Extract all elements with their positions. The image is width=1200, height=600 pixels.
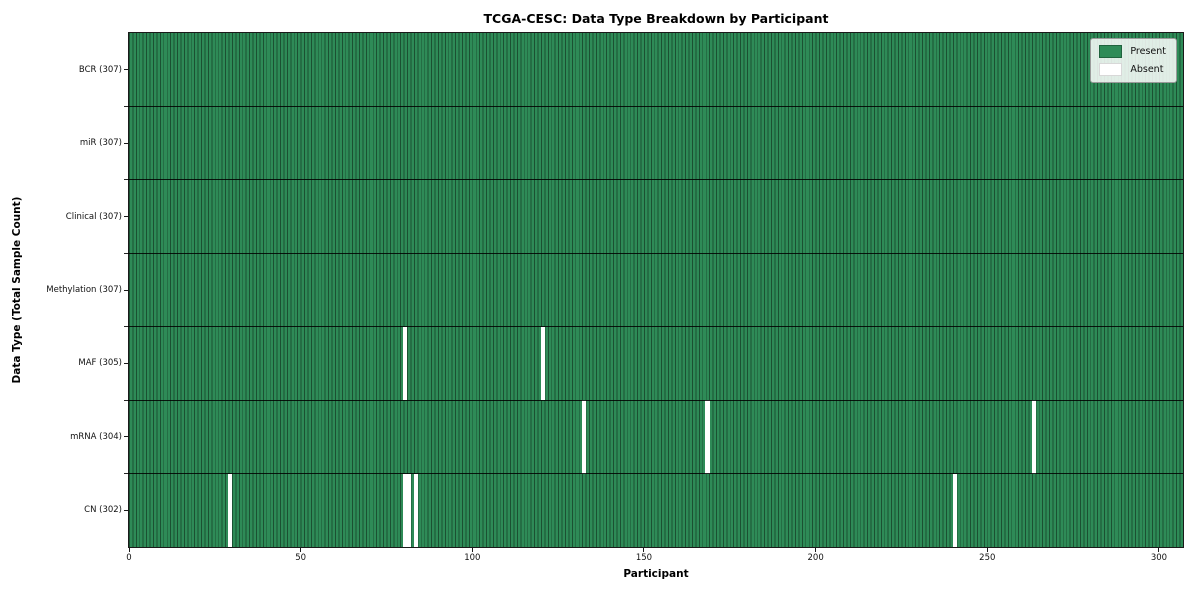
x-tick-mark <box>128 548 130 552</box>
legend-item-absent: Absent <box>1099 63 1166 76</box>
legend-label-present: Present <box>1130 46 1166 57</box>
y-tick-mark <box>124 362 128 364</box>
y-tick-label-cn: CN (302) <box>84 505 122 516</box>
x-tick-mark <box>300 548 302 552</box>
y-tick-label-clinical: Clinical (307) <box>65 211 122 222</box>
x-tick-mark <box>1158 548 1160 552</box>
legend-swatch-absent <box>1099 63 1123 76</box>
x-tick-mark <box>986 548 988 552</box>
y-tick-mark <box>124 289 128 291</box>
absent-cell <box>406 473 411 547</box>
row-divider <box>124 179 1183 181</box>
heatmap-row-mrna <box>129 400 1183 474</box>
row-divider <box>124 472 1183 475</box>
y-tick-label-maf: MAF (305) <box>78 358 122 369</box>
y-tick-mark <box>124 509 128 511</box>
absent-cell <box>705 400 710 474</box>
absent-cell <box>413 473 418 547</box>
heatmap-row-maf <box>129 326 1183 401</box>
absent-cell <box>1031 400 1036 474</box>
x-tick-label: 0 <box>126 553 132 563</box>
y-tick-label-bcr: BCR (307) <box>78 64 122 75</box>
absent-cell <box>952 473 957 547</box>
y-tick-mark <box>124 216 128 218</box>
heatmap-row-mir <box>129 106 1183 180</box>
absent-cell <box>403 473 408 547</box>
legend: Present Absent <box>1090 38 1177 83</box>
x-tick-label: 150 <box>635 553 653 563</box>
y-tick-mark <box>124 436 128 438</box>
row-divider <box>124 105 1183 108</box>
x-tick-mark <box>471 548 473 552</box>
y-tick-mark <box>124 69 128 71</box>
x-tick-mark <box>815 548 817 552</box>
y-tick-mark <box>124 142 128 144</box>
x-axis-label: Participant <box>623 568 689 580</box>
row-divider <box>124 252 1183 254</box>
x-tick-label: 200 <box>807 553 824 563</box>
absent-cell <box>540 326 545 401</box>
row-divider <box>124 399 1183 401</box>
y-tick-label-mir: miR (307) <box>79 138 122 149</box>
x-tick-mark <box>643 548 645 552</box>
legend-label-absent: Absent <box>1130 64 1164 75</box>
x-tick-label: 300 <box>1150 553 1168 563</box>
x-tick-label: 250 <box>979 553 996 563</box>
plot-area: Present Absent <box>124 32 1184 548</box>
heatmap-row-bcr <box>129 33 1183 107</box>
legend-swatch-present <box>1099 45 1123 58</box>
heatmap-row-clinical <box>129 179 1183 254</box>
heatmap-row-methylation <box>129 253 1183 327</box>
y-tick-label-methylation: Methylation (307) <box>46 285 122 295</box>
chart-title: TCGA-CESC: Data Type Breakdown by Partic… <box>483 11 829 26</box>
row-divider <box>124 326 1183 328</box>
absent-cell <box>228 473 233 547</box>
absent-cell <box>581 400 586 474</box>
x-tick-label: 100 <box>464 553 481 563</box>
x-tick-label: 50 <box>295 553 307 563</box>
y-tick-label-mrna: mRNA (304) <box>70 431 122 442</box>
heatmap-row-cn <box>129 473 1183 547</box>
legend-item-present: Present <box>1099 45 1166 58</box>
absent-cell <box>403 326 408 401</box>
